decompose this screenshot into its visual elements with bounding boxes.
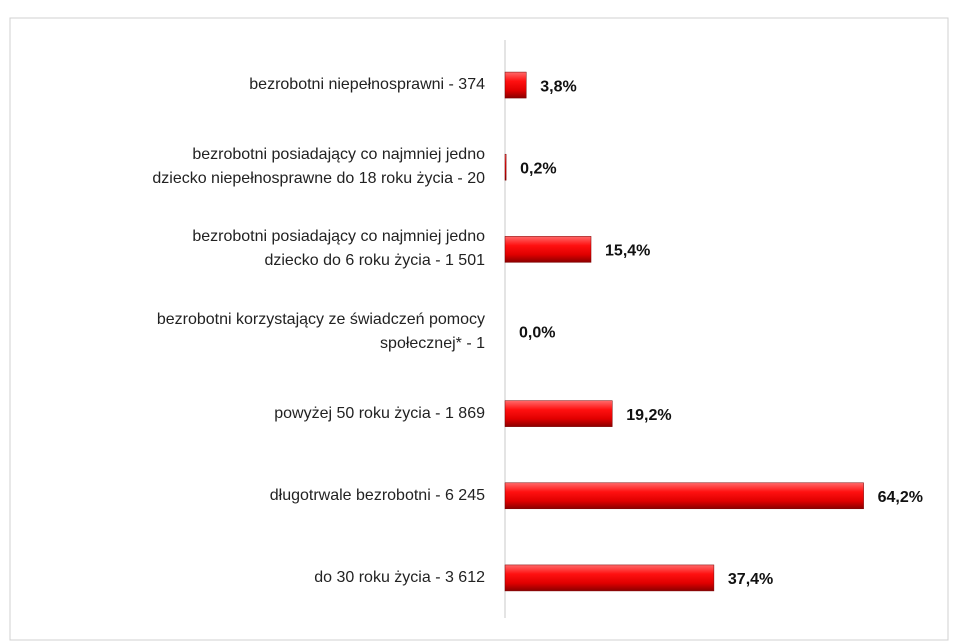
value-label: 15,4% [605,243,650,260]
category-label: bezrobotni posiadający co najmniej jedno… [152,146,485,188]
value-label: 19,2% [626,407,671,424]
bar [504,564,715,592]
bar [504,153,507,181]
category-label: bezrobotni posiadający co najmniej jedno… [192,228,485,270]
category-label: bezrobotni niepełnosprawni - 374 [249,76,485,94]
category-label: bezrobotni korzystający ze świadczeń pom… [156,310,485,352]
category-label: powyżej 50 roku życia - 1 869 [274,404,485,422]
chart-frame [9,17,949,641]
value-label: 3,8% [540,78,576,95]
value-label: 64,2% [878,489,923,506]
bar [504,482,864,510]
bar [504,71,527,99]
value-label: 0,0% [519,325,555,342]
bar [504,400,613,427]
value-label: 0,2% [520,160,556,177]
bar [504,236,592,263]
value-label: 37,4% [728,571,773,588]
category-label: do 30 roku życia - 3 612 [314,568,485,586]
category-label: długotrwale bezrobotni - 6 245 [269,486,485,504]
